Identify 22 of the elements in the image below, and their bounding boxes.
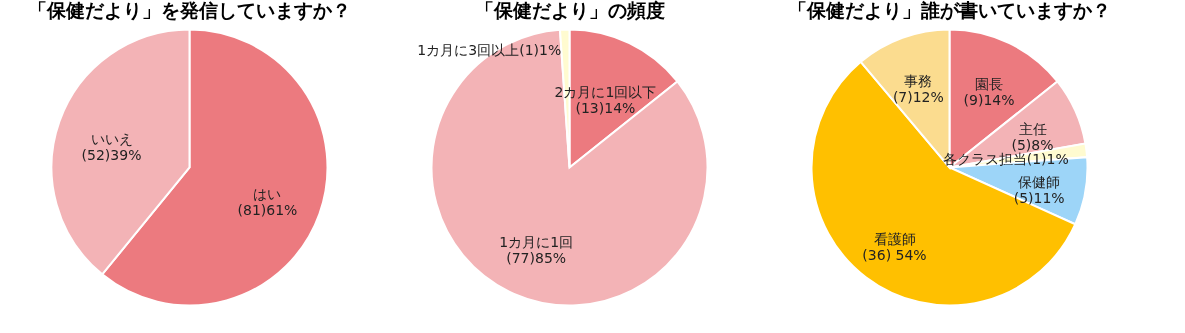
slice-label: 看護師 (873, 231, 916, 248)
data-label: (81)61% (237, 202, 298, 219)
slice-label: 1カ月に3回以上(1)1% (417, 42, 562, 59)
data-label: (9)14% (963, 92, 1015, 109)
slice-label: いいえ (90, 130, 133, 147)
slice-label: はい (253, 186, 282, 203)
slice-label: 園長 (975, 76, 1004, 93)
slice-label: 各クラス担当(1)1% (942, 151, 1069, 168)
slice-label: 保健師 (1018, 174, 1061, 191)
slice-label: 事務 (904, 72, 933, 89)
chart-title: 「保健だより」誰が書いていますか？ (788, 0, 1111, 21)
data-label: (13)14% (575, 99, 636, 116)
slice-label: 1カ月に1回 (499, 234, 574, 251)
data-label: (7)12% (892, 88, 944, 105)
chart-title: 「保健だより」の頻度 (474, 0, 665, 21)
data-label: (36) 54% (862, 247, 927, 264)
data-label: (5)11% (1013, 190, 1065, 207)
data-label: (77)85% (506, 250, 567, 267)
slice-label: 主任 (1018, 121, 1047, 138)
data-label: (52)39% (81, 146, 142, 163)
chart-title: 「保健だより」を発信していますか？ (28, 0, 351, 21)
data-label: (5)8% (1011, 137, 1054, 154)
